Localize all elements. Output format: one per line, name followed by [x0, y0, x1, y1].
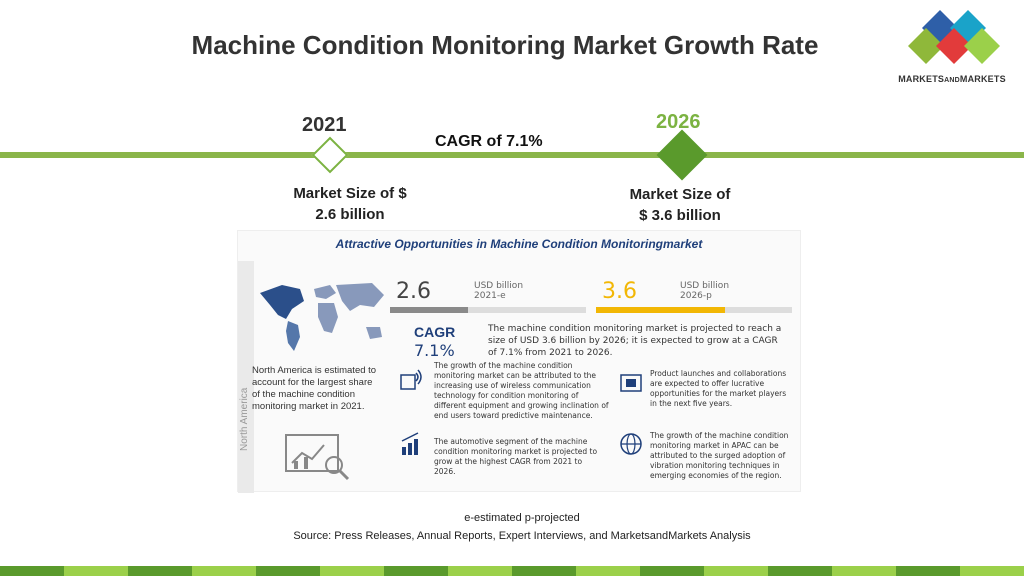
bar-2021: [390, 307, 586, 313]
marketsandmarkets-logo: MARKETSANDMARKETS: [884, 6, 1020, 86]
globe-icon: [620, 433, 642, 455]
cagr-small-value: 7.1%: [414, 341, 455, 360]
logo-wordmark: MARKETSANDMARKETS: [898, 74, 1006, 84]
note-wireless: The growth of the machine condition moni…: [434, 361, 609, 420]
bar-fill-2026: [596, 307, 726, 313]
year-start: 2021: [302, 114, 347, 136]
value-box-2026: 3.6 USD billion 2026-p: [596, 275, 792, 315]
footer-stripe: [0, 566, 1024, 576]
cagr-small-label: CAGR: [414, 324, 456, 340]
market-size-end: Market Size of $ 3.6 billion: [629, 186, 731, 224]
diamond-start-marker: [311, 136, 349, 174]
region-side-band: North America: [238, 261, 254, 493]
note-apac: The growth of the machine condition moni…: [650, 431, 789, 480]
source-note: Source: Press Releases, Annual Reports, …: [293, 530, 751, 542]
wireless-icon: [400, 369, 422, 390]
value-box-2021: 2.6 USD billion 2021-e: [390, 275, 586, 315]
note-launches: Product launches and collaborations are …: [650, 369, 787, 408]
world-map-icon: [260, 283, 384, 351]
region-side-label: North America: [239, 387, 250, 451]
market-size-start: Market Size of $ 2.6 billion: [293, 185, 407, 223]
note-automotive: The automotive segment of the machine co…: [434, 437, 598, 476]
bar-2026: [596, 307, 792, 313]
unit-2026: USD billion 2026-p: [680, 281, 730, 301]
opportunities-infographic: Attractive Opportunities in Machine Cond…: [237, 230, 801, 493]
value-2026: 3.6: [602, 279, 637, 304]
diamond-end-marker: [656, 129, 708, 181]
bar-fill-2021: [390, 307, 469, 313]
estimate-legend: e-estimated p-projected: [464, 512, 580, 524]
north-america-text: North America is estimated to account fo…: [252, 365, 377, 412]
logo-diamonds-icon: [908, 10, 1000, 64]
unit-2021: USD billion 2021-e: [474, 281, 524, 301]
infographic-title: Attractive Opportunities in Machine Cond…: [335, 237, 703, 251]
value-2021: 2.6: [396, 279, 431, 304]
projection-text: The machine condition monitoring market …: [488, 324, 782, 358]
year-end: 2026: [656, 111, 701, 133]
cagr-label: CAGR of 7.1%: [435, 133, 543, 150]
growth-icon: [401, 432, 419, 455]
analytics-chart-icon: [285, 434, 350, 481]
timeline-bar: [0, 152, 1024, 158]
page-title: Machine Condition Monitoring Market Grow…: [191, 30, 819, 60]
launch-icon: [620, 374, 642, 392]
